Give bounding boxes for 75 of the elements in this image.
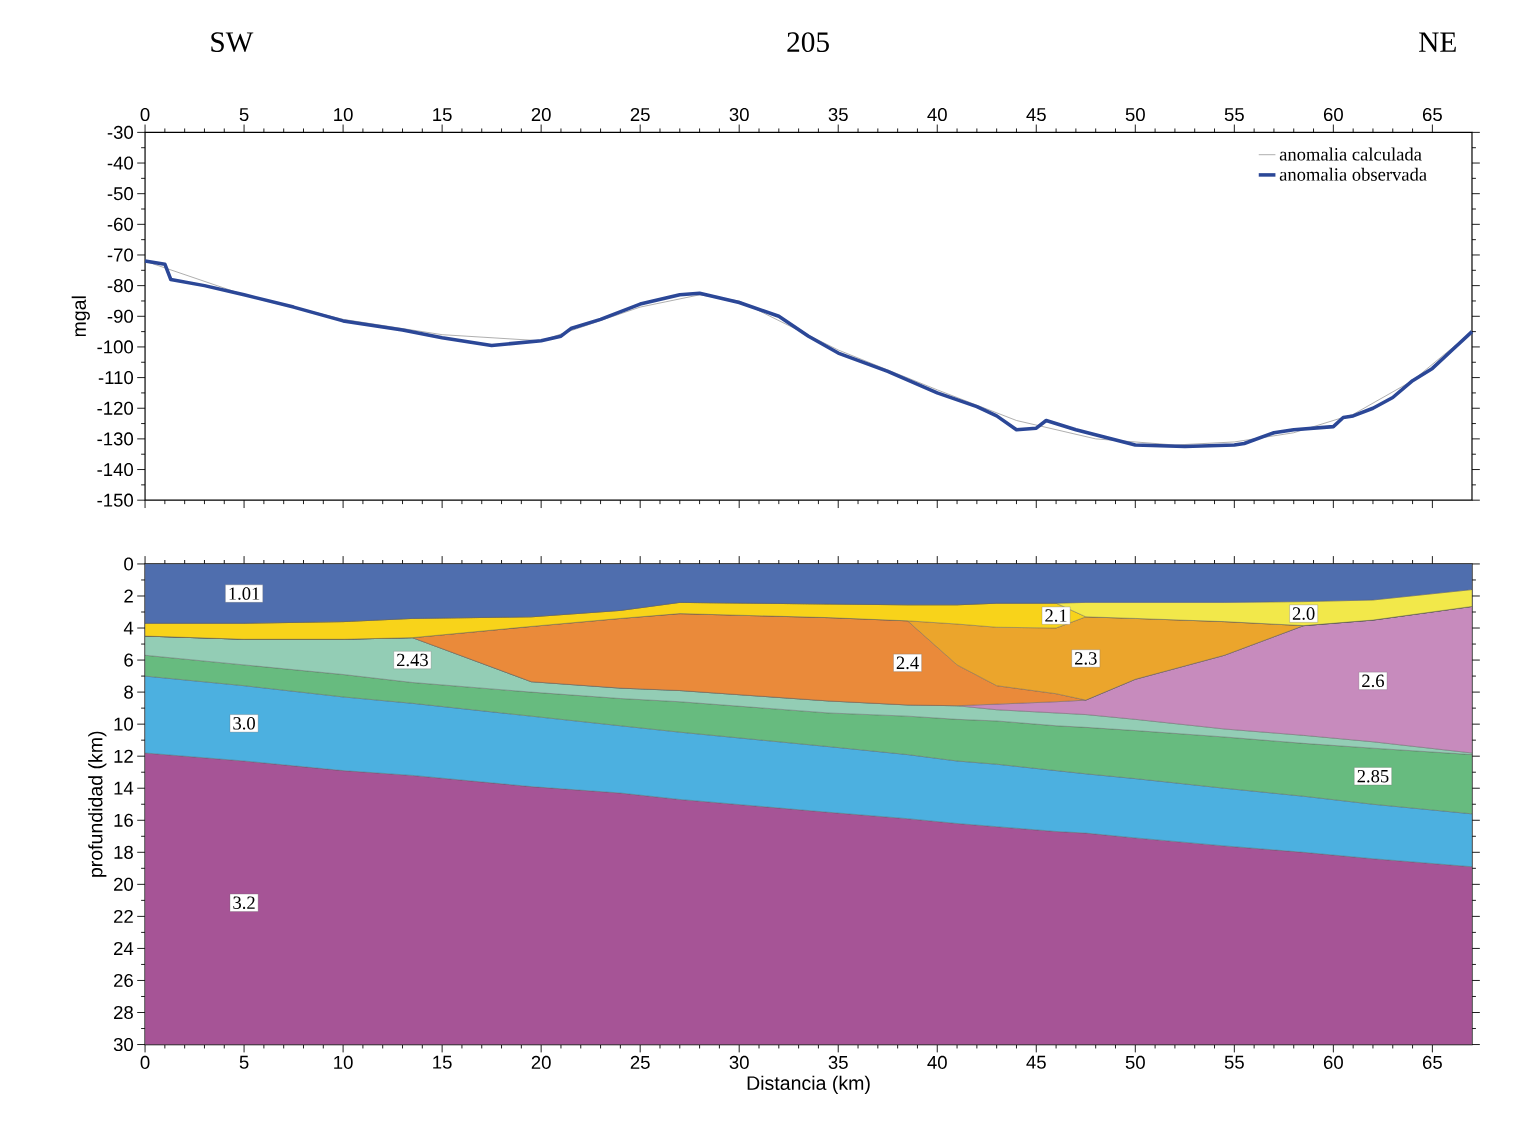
series-label: 2.85 — [1357, 769, 1389, 783]
x-tick-label: 60 — [1323, 108, 1343, 122]
series-label: 2.4 — [896, 656, 919, 670]
y-tick-label: -100 — [97, 340, 134, 354]
y-tick-label: 18 — [114, 845, 133, 859]
series-label: 2.1 — [1045, 609, 1067, 622]
x-tick-label: 25 — [630, 108, 650, 122]
y-tick-label: -150 — [97, 493, 134, 507]
x-tick-label: 0 — [140, 108, 150, 122]
x-tick-label: 55 — [1224, 1055, 1244, 1069]
x-tick-label: 20 — [531, 108, 551, 122]
x-tick-label: 5 — [239, 1055, 249, 1069]
y-tick-label: -140 — [97, 463, 134, 477]
y-tick-label: 8 — [124, 685, 133, 699]
y-tick-label: -40 — [107, 156, 134, 170]
x-tick-label: 10 — [334, 108, 353, 122]
x-tick-label: 35 — [828, 108, 848, 122]
x-axis-title: Distancia (km) — [747, 1075, 870, 1094]
y-tick-label: -120 — [97, 401, 134, 415]
x-tick-label: 35 — [828, 1055, 848, 1070]
x-tick-label: 15 — [433, 108, 452, 122]
y-tick-label: -80 — [107, 279, 134, 293]
series-label: 2.3 — [1075, 652, 1097, 665]
x-tick-label: 0 — [140, 1055, 150, 1070]
y-tick-label: -110 — [98, 371, 134, 385]
chart-title: 205 — [787, 32, 829, 53]
x-tick-label: 25 — [630, 1055, 650, 1070]
y-tick-label: 16 — [114, 813, 133, 827]
y-tick-label: 26 — [114, 973, 133, 988]
series-label: 2.43 — [396, 653, 428, 667]
y-tick-label: 24 — [114, 942, 134, 955]
y-tick-label: 28 — [114, 1006, 133, 1020]
y-tick-label: -50 — [107, 187, 134, 201]
x-tick-label: 30 — [729, 108, 749, 122]
x-tick-label: 5 — [239, 108, 249, 122]
x-tick-label: 45 — [1026, 108, 1046, 122]
x-tick-label: 65 — [1422, 1055, 1442, 1070]
x-tick-label: 40 — [927, 108, 947, 122]
x-tick-label: 40 — [927, 1055, 947, 1070]
y-tick-label: 12 — [114, 749, 133, 763]
y-tick-label: 4 — [123, 621, 134, 635]
x-tick-label: 55 — [1224, 108, 1244, 122]
y-tick-label: 20 — [114, 877, 134, 891]
series-label: 3.2 — [233, 896, 255, 910]
x-tick-label: 45 — [1026, 1055, 1046, 1069]
legend-label: anomalia calculada — [1279, 147, 1422, 161]
y-tick-label: -60 — [107, 217, 134, 231]
y-axis-title: profundidad (km) — [88, 731, 107, 877]
y-tick-label: 14 — [114, 781, 134, 795]
y-tick-label: 22 — [114, 909, 133, 923]
x-tick-label: 50 — [1125, 1055, 1145, 1070]
y-tick-label: 6 — [124, 653, 133, 667]
y-tick-label: -90 — [107, 309, 134, 323]
x-tick-label: 30 — [729, 1055, 749, 1070]
text: SW — [211, 32, 254, 53]
series-label: 2.0 — [1292, 607, 1315, 620]
y-tick-label: -70 — [107, 248, 134, 262]
x-tick-label: 15 — [433, 1055, 452, 1069]
y-tick-label: 10 — [114, 717, 134, 731]
x-tick-label: 50 — [1125, 108, 1145, 122]
x-tick-label: 60 — [1323, 1055, 1343, 1070]
y-tick-label: 30 — [113, 1038, 134, 1052]
y-tick-label: 0 — [124, 557, 134, 571]
text: NE — [1419, 32, 1456, 52]
series-label: 2.6 — [1362, 674, 1384, 688]
x-tick-label: 65 — [1422, 108, 1442, 122]
series-label: 3.0 — [233, 717, 255, 730]
series-label: 1.01 — [229, 587, 260, 600]
y-tick-label: 2 — [124, 589, 133, 603]
y-axis-title: mgal — [71, 296, 90, 337]
x-tick-label: 10 — [334, 1055, 353, 1070]
y-tick-label: -30 — [107, 125, 134, 140]
y-tick-label: -130 — [97, 432, 134, 446]
x-tick-label: 20 — [531, 1055, 551, 1070]
legend-label: anomalia observada — [1279, 167, 1427, 181]
